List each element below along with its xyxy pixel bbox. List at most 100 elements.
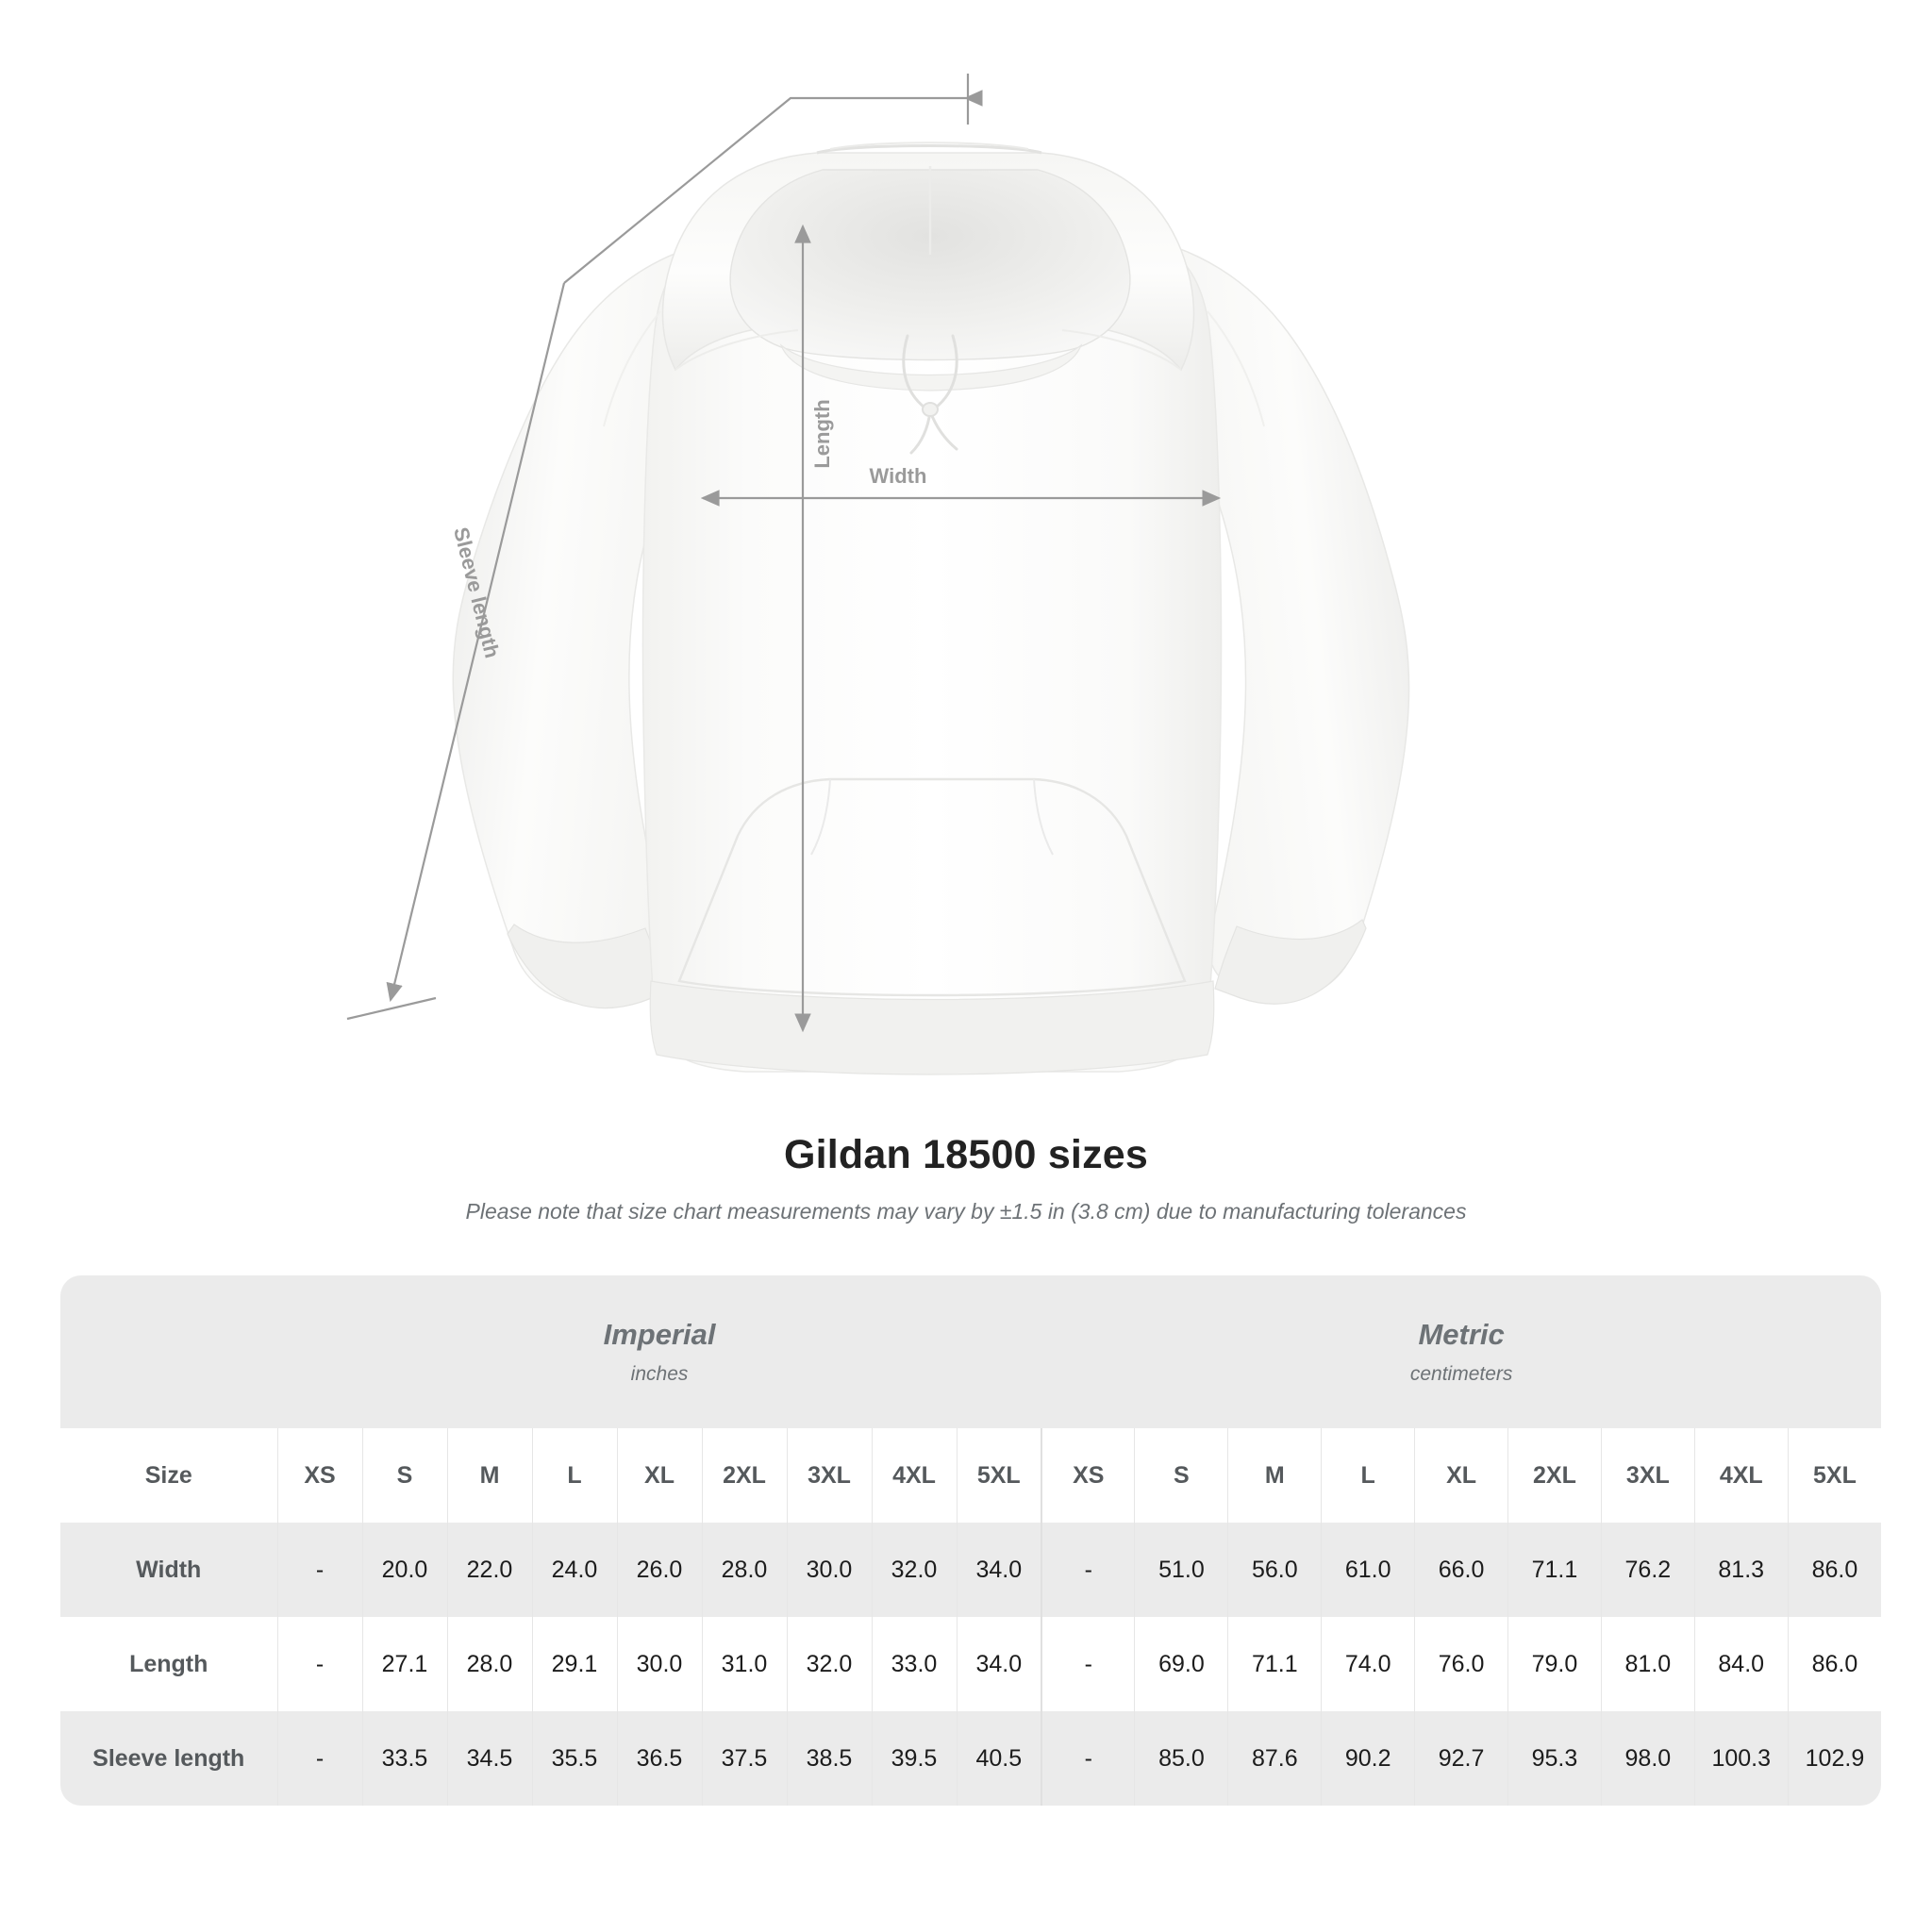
length-imperial-s: 27.1 xyxy=(361,1617,447,1711)
width-imperial-5xl: 34.0 xyxy=(956,1523,1042,1617)
length-metric-xs: - xyxy=(1041,1617,1135,1711)
size-table-container: Imperial inches Metric centimeters Size … xyxy=(60,1275,1882,1806)
size-header-imperial-5xl: 5XL xyxy=(956,1428,1042,1523)
sleeve-imperial-s: 33.5 xyxy=(361,1711,447,1806)
sleeve-imperial-3xl: 38.5 xyxy=(786,1711,872,1806)
unit-header-imperial: Imperial inches xyxy=(277,1275,1042,1428)
size-header-imperial-xl: XL xyxy=(616,1428,702,1523)
sleeve-metric-3xl: 98.0 xyxy=(1600,1711,1695,1806)
size-header-metric-m: M xyxy=(1227,1428,1322,1523)
sleeve-metric-4xl: 100.3 xyxy=(1693,1711,1789,1806)
size-header-metric-5xl: 5XL xyxy=(1787,1428,1882,1523)
sleeve-metric-5xl: 102.9 xyxy=(1787,1711,1882,1806)
sleeve-imperial-4xl: 39.5 xyxy=(871,1711,957,1806)
length-imperial-5xl: 34.0 xyxy=(956,1617,1042,1711)
size-header-metric-s: S xyxy=(1134,1428,1228,1523)
sleeve-imperial-2xl: 37.5 xyxy=(701,1711,787,1806)
width-metric-xs: - xyxy=(1041,1523,1135,1617)
length-imperial-2xl: 31.0 xyxy=(701,1617,787,1711)
unit-header-row: Imperial inches Metric centimeters xyxy=(60,1275,1882,1428)
sleeve-metric-s: 85.0 xyxy=(1134,1711,1228,1806)
sleeve-metric-xs: - xyxy=(1041,1711,1135,1806)
size-header-metric-xl: XL xyxy=(1414,1428,1508,1523)
size-header-imperial-l: L xyxy=(531,1428,617,1523)
unit-name-imperial: Imperial xyxy=(603,1318,716,1351)
unit-name-metric: Metric xyxy=(1418,1318,1505,1351)
size-header-metric-4xl: 4XL xyxy=(1693,1428,1789,1523)
sleeve-imperial-5xl: 40.5 xyxy=(956,1711,1042,1806)
size-header-metric-3xl: 3XL xyxy=(1600,1428,1695,1523)
size-header-label: Size xyxy=(60,1428,277,1523)
product-diagram: Length Width Sleeve length xyxy=(346,74,1410,1075)
tolerance-note: Please note that size chart measurements… xyxy=(465,1199,1467,1224)
width-imperial-4xl: 32.0 xyxy=(871,1523,957,1617)
length-imperial-4xl: 33.0 xyxy=(871,1617,957,1711)
sleeve-imperial-l: 35.5 xyxy=(531,1711,617,1806)
width-imperial-3xl: 30.0 xyxy=(786,1523,872,1617)
table-row-sleeve-length: Sleeve length - 33.5 34.5 35.5 36.5 37.5… xyxy=(60,1711,1882,1806)
length-imperial-m: 28.0 xyxy=(446,1617,532,1711)
size-header-imperial-s: S xyxy=(361,1428,447,1523)
length-metric-2xl: 79.0 xyxy=(1507,1617,1602,1711)
length-metric-s: 69.0 xyxy=(1134,1617,1228,1711)
width-imperial-m: 22.0 xyxy=(446,1523,532,1617)
width-metric-xl: 66.0 xyxy=(1414,1523,1508,1617)
unit-sub-imperial: inches xyxy=(630,1363,689,1385)
size-header-metric-xs: XS xyxy=(1041,1428,1135,1523)
row-label-sleeve-length: Sleeve length xyxy=(60,1711,277,1806)
width-dimension: Width xyxy=(700,464,1222,507)
size-table: Imperial inches Metric centimeters Size … xyxy=(60,1275,1882,1806)
length-imperial-xl: 30.0 xyxy=(616,1617,702,1711)
sleeve-metric-m: 87.6 xyxy=(1227,1711,1322,1806)
sleeve-metric-2xl: 95.3 xyxy=(1507,1711,1602,1806)
length-metric-l: 74.0 xyxy=(1321,1617,1415,1711)
width-imperial-s: 20.0 xyxy=(361,1523,447,1617)
row-label-length: Length xyxy=(60,1617,277,1711)
page-title: Gildan 18500 sizes xyxy=(783,1132,1149,1177)
width-imperial-xs: - xyxy=(276,1523,362,1617)
sleeve-imperial-xs: - xyxy=(276,1711,362,1806)
length-label: Length xyxy=(810,399,834,468)
hoodie-illustration: Length Width Sleeve length xyxy=(346,74,1410,1075)
sleeve-metric-xl: 92.7 xyxy=(1414,1711,1508,1806)
table-row-width: Width - 20.0 22.0 24.0 26.0 28.0 30.0 32… xyxy=(60,1523,1882,1617)
size-header-imperial-xs: XS xyxy=(276,1428,362,1523)
size-header-imperial-4xl: 4XL xyxy=(871,1428,957,1523)
width-imperial-l: 24.0 xyxy=(531,1523,617,1617)
size-header-row: Size XS S M L XL 2XL 3XL 4XL 5XL XS S M … xyxy=(60,1428,1882,1523)
length-metric-4xl: 84.0 xyxy=(1693,1617,1789,1711)
row-label-width: Width xyxy=(60,1523,277,1617)
width-metric-l: 61.0 xyxy=(1321,1523,1415,1617)
width-metric-4xl: 81.3 xyxy=(1693,1523,1789,1617)
width-metric-3xl: 76.2 xyxy=(1600,1523,1695,1617)
unit-header-metric: Metric centimeters xyxy=(1041,1275,1882,1428)
width-imperial-2xl: 28.0 xyxy=(701,1523,787,1617)
size-header-imperial-3xl: 3XL xyxy=(786,1428,872,1523)
sleeve-metric-l: 90.2 xyxy=(1321,1711,1415,1806)
size-header-imperial-2xl: 2XL xyxy=(701,1428,787,1523)
title-block: Gildan 18500 sizes Please note that size… xyxy=(0,1132,1932,1224)
garment-shape xyxy=(452,142,1410,1075)
size-header-imperial-m: M xyxy=(446,1428,532,1523)
size-header-metric-l: L xyxy=(1321,1428,1415,1523)
unit-sub-metric: centimeters xyxy=(1409,1363,1513,1385)
width-metric-2xl: 71.1 xyxy=(1507,1523,1602,1617)
length-metric-xl: 76.0 xyxy=(1414,1617,1508,1711)
unit-header-blank xyxy=(60,1275,277,1428)
length-imperial-l: 29.1 xyxy=(531,1617,617,1711)
length-dimension: Length xyxy=(794,224,834,1033)
width-metric-5xl: 86.0 xyxy=(1787,1523,1882,1617)
table-row-length: Length - 27.1 28.0 29.1 30.0 31.0 32.0 3… xyxy=(60,1617,1882,1711)
width-imperial-xl: 26.0 xyxy=(616,1523,702,1617)
sleeve-imperial-xl: 36.5 xyxy=(616,1711,702,1806)
width-label: Width xyxy=(870,464,927,488)
length-metric-3xl: 81.0 xyxy=(1600,1617,1695,1711)
size-header-metric-2xl: 2XL xyxy=(1507,1428,1602,1523)
width-metric-s: 51.0 xyxy=(1134,1523,1228,1617)
length-metric-5xl: 86.0 xyxy=(1787,1617,1882,1711)
length-metric-m: 71.1 xyxy=(1227,1617,1322,1711)
length-imperial-xs: - xyxy=(276,1617,362,1711)
sleeve-imperial-m: 34.5 xyxy=(446,1711,532,1806)
width-metric-m: 56.0 xyxy=(1227,1523,1322,1617)
